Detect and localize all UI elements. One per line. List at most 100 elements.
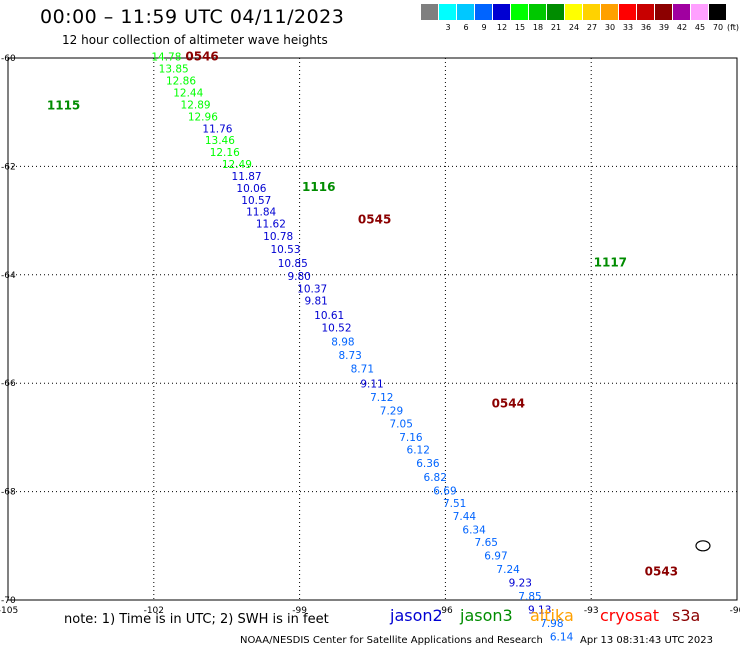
legend-label: 15 bbox=[514, 23, 526, 32]
satellite-name: jason2 bbox=[390, 606, 443, 625]
wave-height-value: 8.98 bbox=[331, 336, 354, 348]
pass-time-label: 0543 bbox=[645, 565, 678, 579]
legend-swatch bbox=[637, 4, 654, 20]
pass-time-label: 0545 bbox=[358, 212, 391, 226]
lon-tick-label: -90 bbox=[730, 606, 740, 616]
wave-height-value: 12.89 bbox=[181, 99, 211, 111]
wave-height-value: 10.52 bbox=[321, 323, 351, 335]
wave-height-value: 10.61 bbox=[314, 310, 344, 322]
wave-height-value: 7.05 bbox=[390, 419, 413, 431]
pass-time-label: 1116 bbox=[302, 180, 335, 194]
footer-timestamp: Apr 13 08:31:43 UTC 2023 bbox=[580, 635, 713, 646]
legend-label: 24 bbox=[568, 23, 580, 32]
legend-label: 33 bbox=[622, 23, 634, 32]
legend-label: 9 bbox=[481, 23, 487, 32]
lon-tick-label: -105 bbox=[0, 606, 18, 616]
wave-height-value: 7.44 bbox=[453, 511, 477, 523]
wave-height-value: 12.96 bbox=[188, 111, 218, 123]
lat-tick-label: -68 bbox=[1, 488, 16, 498]
legend-label: 42 bbox=[676, 23, 688, 32]
wave-height-value: 7.98 bbox=[540, 618, 563, 630]
wave-height-value: 7.16 bbox=[399, 432, 423, 444]
wave-height-value: 6.12 bbox=[407, 445, 430, 457]
wave-height-value: 9.80 bbox=[287, 271, 310, 283]
wave-height-value: 9.11 bbox=[360, 379, 383, 391]
wave-height-value: 7.51 bbox=[443, 498, 466, 510]
legend-swatch bbox=[493, 4, 510, 20]
legend-swatch bbox=[673, 4, 690, 20]
satellite-name: cryosat bbox=[600, 606, 660, 625]
wave-height-value: 8.71 bbox=[351, 363, 374, 375]
legend-swatch bbox=[691, 4, 708, 20]
wave-height-value: 8.73 bbox=[338, 350, 361, 362]
wave-height-value: 10.06 bbox=[236, 183, 266, 195]
footer-credit: NOAA/NESDIS Center for Satellite Applica… bbox=[240, 635, 543, 646]
wave-height-value: 12.44 bbox=[173, 87, 203, 99]
pass-time-label: 1115 bbox=[47, 98, 80, 112]
legend-label: 21 bbox=[550, 23, 562, 32]
wave-height-value: 13.46 bbox=[205, 135, 235, 147]
wave-height-value: 10.85 bbox=[278, 258, 308, 270]
wave-height-value: 12.49 bbox=[222, 159, 252, 171]
lat-tick-label: -66 bbox=[1, 379, 16, 389]
legend-swatch bbox=[583, 4, 600, 20]
wave-height-value: 11.84 bbox=[246, 207, 276, 219]
wave-height-value: 6.69 bbox=[433, 485, 456, 497]
footer-note: note: 1) Time is in UTC; 2) SWH is in fe… bbox=[64, 612, 329, 627]
wave-height-value: 10.37 bbox=[297, 284, 327, 296]
pass-time-label: 0544 bbox=[492, 397, 525, 411]
page-title: 00:00 – 11:59 UTC 04/11/2023 bbox=[40, 6, 345, 28]
wave-height-value: 10.57 bbox=[241, 195, 271, 207]
lat-tick-label: -60 bbox=[1, 54, 16, 64]
legend-label: 39 bbox=[658, 23, 670, 32]
legend-swatch bbox=[601, 4, 618, 20]
legend-swatch bbox=[547, 4, 564, 20]
wave-height-value: 11.87 bbox=[232, 171, 262, 183]
legend-label: 36 bbox=[640, 23, 652, 32]
wave-height-value: 9.23 bbox=[509, 577, 532, 589]
wave-height-value: 6.14 bbox=[550, 632, 574, 644]
island-outline bbox=[695, 540, 711, 552]
lon-tick-label: -96 bbox=[438, 606, 453, 616]
satellite-name: jason3 bbox=[460, 606, 513, 625]
wave-height-value: 14.78 bbox=[151, 52, 181, 64]
wave-height-value: 7.65 bbox=[475, 537, 498, 549]
wave-height-value: 11.76 bbox=[202, 123, 232, 135]
legend-swatch bbox=[619, 4, 636, 20]
wave-height-value: 9.81 bbox=[304, 296, 327, 308]
wave-height-value: 7.12 bbox=[370, 392, 393, 404]
wave-height-value: 12.16 bbox=[210, 147, 240, 159]
page-subtitle: 12 hour collection of altimeter wave hei… bbox=[62, 33, 328, 47]
pass-time-label: 1117 bbox=[594, 256, 627, 270]
wave-height-value: 13.85 bbox=[159, 64, 189, 76]
legend-label: 70 bbox=[712, 23, 724, 32]
wave-height-value: 6.82 bbox=[424, 472, 447, 484]
satellite-name: s3a bbox=[672, 606, 701, 625]
map-frame bbox=[7, 57, 738, 601]
lat-tick-label: -64 bbox=[1, 271, 16, 281]
lon-tick-label: -99 bbox=[292, 606, 307, 616]
legend-label: 6 bbox=[463, 23, 469, 32]
satellite-name: altika bbox=[530, 606, 574, 625]
lat-tick-label: -62 bbox=[1, 162, 16, 172]
lon-tick-label: -93 bbox=[584, 606, 599, 616]
legend-swatch bbox=[421, 4, 438, 20]
wave-height-value: 9.13 bbox=[528, 605, 551, 617]
wave-height-value: 6.34 bbox=[462, 524, 486, 536]
legend-unit: (ft) bbox=[726, 23, 740, 32]
wave-height-value: 11.62 bbox=[256, 219, 286, 231]
legend-label: 3 bbox=[445, 23, 451, 32]
wave-height-value: 12.86 bbox=[166, 76, 196, 88]
pass-time-label: 0546 bbox=[185, 50, 218, 64]
satellite-legend: jason2 jason3 altika cryosat s3a bbox=[390, 606, 735, 628]
legend-swatch bbox=[457, 4, 474, 20]
wave-height-value: 6.36 bbox=[416, 458, 440, 470]
legend-label: 45 bbox=[694, 23, 706, 32]
legend-swatch bbox=[475, 4, 492, 20]
wave-height-value: 6.97 bbox=[484, 550, 507, 562]
wave-height-value: 7.29 bbox=[380, 406, 403, 418]
legend-label: 30 bbox=[604, 23, 616, 32]
lon-tick-label: -102 bbox=[144, 606, 164, 616]
lat-tick-label: -70 bbox=[1, 596, 16, 606]
wave-height-value: 7.85 bbox=[518, 591, 541, 603]
